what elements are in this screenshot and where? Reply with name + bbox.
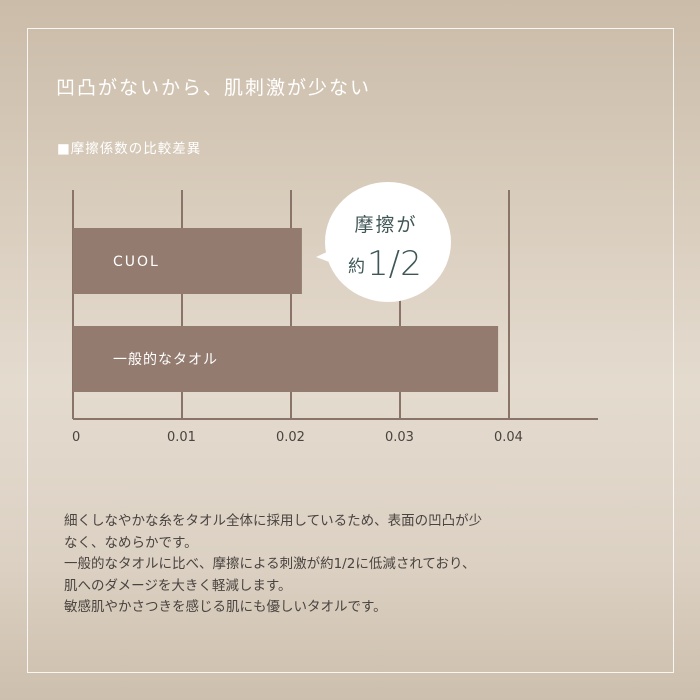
description-line: なく、なめらかです。	[64, 534, 198, 551]
description: 細くしなやかな糸をタオル全体に採用しているため、表面の凹凸が少 なく、なめらかで…	[64, 511, 482, 619]
description-line: 細くしなやかな糸をタオル全体に採用しているため、表面の凹凸が少	[64, 513, 483, 529]
bar-label: 一般的なタオル	[113, 352, 218, 368]
x-tick-label: 0	[72, 430, 80, 445]
x-tick-label: 0.02	[276, 430, 305, 445]
frame-border	[27, 28, 674, 673]
callout-bubble	[325, 182, 451, 302]
description-line: 敏感肌やかさつきを感じる肌にも優しいタオルです。	[64, 599, 387, 615]
description-line: 一般的なタオルに比べ、摩擦による刺激が約1/2に低減されており、	[64, 556, 476, 572]
bar-label: CUOL	[113, 254, 160, 270]
callout-value: 1/2	[367, 244, 422, 284]
bar-cuol	[73, 228, 302, 294]
x-tick-label: 0.04	[494, 430, 523, 445]
callout-text: 摩擦が	[354, 214, 417, 236]
description-line: 肌へのダメージを大きく軽減します。	[64, 577, 292, 594]
page-title: 凹凸がないから、肌刺激が少ない	[56, 77, 372, 99]
x-tick-label: 0.03	[385, 430, 414, 445]
x-tick-label: 0.01	[167, 430, 196, 445]
callout-prefix: 約	[348, 257, 365, 277]
bar-standard-towel	[73, 326, 499, 392]
chart-subtitle: ■摩擦係数の比較差異	[57, 141, 202, 157]
